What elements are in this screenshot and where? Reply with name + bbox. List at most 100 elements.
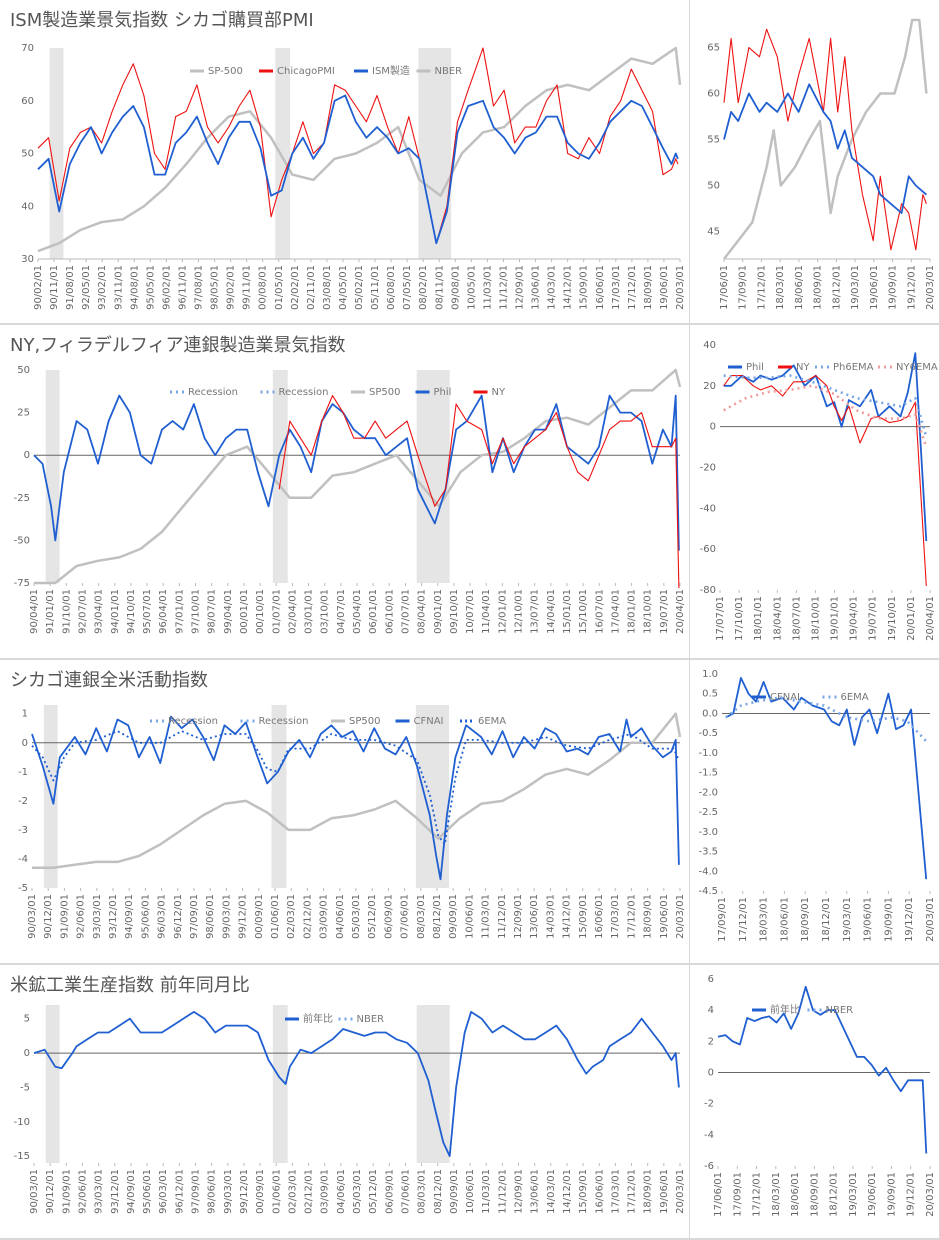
legend-label: NBER [435,66,463,77]
legend-label: SP500 [369,387,400,398]
x-tick-label: 19/06/01 [659,894,670,939]
legend-label: Phil [434,387,452,398]
x-tick-label: 91/08/01 [65,265,76,310]
x-tick-label: 98/06/01 [205,894,216,939]
x-tick-label: 92/06/01 [77,1169,88,1214]
x-tick-label: 04/07/01 [336,589,347,634]
x-tick-label: 99/03/01 [221,894,232,939]
series-line-前年比 [33,1011,680,1157]
x-tick-label: 05/02/01 [354,265,365,310]
x-tick-label: 02/11/01 [306,265,317,310]
x-tick-label: 97/01/01 [174,589,185,634]
x-tick-label: 19/03/01 [848,1172,859,1217]
legend-label: NY6EMA [896,362,938,373]
x-tick-label: 07/06/01 [400,894,411,939]
x-tick-label: 02/04/01 [287,589,298,634]
legend-label: Recession [168,716,218,727]
series-line-Ph6EMA [723,374,928,438]
y-tick-label: 0 [24,450,30,461]
y-tick-label: -2.5 [698,807,718,818]
x-tick-label: 99/12/01 [238,894,249,939]
y-tick-label: -0.5 [698,728,718,739]
x-tick-label: 93/12/01 [108,894,119,939]
recession-band [416,370,450,583]
x-tick-label: 00/09/01 [254,894,265,939]
x-tick-label: 11/03/01 [482,265,493,310]
legend-label: SP-500 [208,66,243,77]
x-tick-label: 90/12/01 [45,1169,56,1214]
x-tick-label: 94/10/01 [126,589,137,634]
x-tick-label: 15/01/01 [562,589,573,634]
y-tick-label: -75 [14,578,30,589]
x-tick-label: 14/12/01 [562,1169,573,1214]
series-line-6EMA [724,696,928,742]
y-tick-label: -1.5 [698,768,718,779]
x-tick-label: 99/03/01 [223,1169,234,1214]
x-tick-label: 17/03/01 [610,1169,621,1214]
x-tick-label: 19/12/01 [906,1172,917,1217]
x-tick-label: 17/09/01 [732,1172,743,1217]
x-tick-label: 93/02/01 [97,265,108,310]
x-tick-label: 19/12/01 [904,897,915,942]
x-tick-label: 11/04/01 [481,589,492,634]
x-tick-label: 20/03/01 [675,894,686,939]
x-tick-label: 19/06/01 [863,897,874,942]
x-tick-label: 18/12/01 [821,897,832,942]
y-tick-label: 50 [707,180,720,191]
x-tick-label: 03/09/01 [320,1169,331,1214]
x-tick-label: 91/09/01 [61,1169,72,1214]
x-tick-label: 19/03/01 [842,897,853,942]
x-tick-label: 18/09/01 [800,897,811,942]
x-tick-label: 19/10/01 [887,596,898,641]
x-tick-label: 20/03/01 [675,265,686,310]
x-tick-label: 15/10/01 [578,589,589,634]
series-line-SP-500 [37,46,682,253]
x-tick-label: 09/09/01 [449,1169,460,1214]
x-tick-label: 01/07/01 [271,589,282,634]
cfnai-zoom-chart: -4.5 -4.0 -3.5 -3.0 -2.5 -2.0 -1.5 -1.0 -0.5 0.0 0… [698,669,936,942]
x-tick-label: 92/05/01 [81,265,92,310]
x-tick-label: 13/06/01 [530,1169,541,1214]
legend-label: 前年比 [770,1003,800,1016]
x-tick-label: 12/09/01 [514,1169,525,1214]
y-tick-label: 1 [22,709,28,720]
x-tick-label: 14/12/01 [562,894,573,939]
y-tick-label: 65 [707,43,720,54]
y-tick-label: -60 [700,544,716,555]
y-tick-label: 0.5 [702,689,718,700]
y-tick-label: 4 [708,1005,714,1016]
nyphil-zoom-panel: -80 -60 -40 -20 0 20 40 17/07/01 17/10/01 18/01/0… [690,325,940,660]
x-tick-label: 16/06/01 [594,894,605,939]
x-tick-label: 99/11/01 [242,265,253,310]
y-tick-label: 1.0 [702,669,718,680]
x-tick-label: 15/09/01 [578,894,589,939]
y-tick-label: -15 [14,1151,30,1162]
y-tick-label: 2 [708,1036,714,1047]
x-tick-label: 18/10/01 [643,589,654,634]
x-tick-label: 08/12/01 [432,894,443,939]
legend-label: 前年比 [303,1012,333,1025]
x-tick-label: 94/09/01 [124,894,135,939]
x-tick-label: 08/02/01 [418,265,429,310]
x-tick-label: 17/09/01 [717,897,728,942]
x-tick-label: 92/07/01 [77,589,88,634]
x-tick-label: 97/09/01 [189,894,200,939]
x-tick-label: 20/04/01 [925,596,936,641]
x-tick-label: 91/01/01 [45,589,56,634]
x-tick-label: 18/07/01 [791,596,802,641]
y-tick-label: 20 [703,381,716,392]
x-tick-label: 17/12/01 [752,1172,763,1217]
x-tick-label: 18/06/01 [779,897,790,942]
x-tick-label: 14/03/01 [546,1169,557,1214]
y-tick-label: -2.0 [698,787,718,798]
x-tick-label: 14/03/01 [547,265,558,310]
x-tick-label: 10/06/01 [465,1169,476,1214]
y-tick-label: 70 [21,43,34,54]
y-tick-label: 0.0 [702,708,718,719]
series-line-Phil [33,394,680,551]
x-tick-label: 18/09/01 [643,265,654,310]
recession-band [418,48,452,259]
y-tick-label: -20 [700,463,716,474]
x-tick-label: 10/06/01 [464,894,475,939]
x-tick-label: 14/04/01 [546,589,557,634]
